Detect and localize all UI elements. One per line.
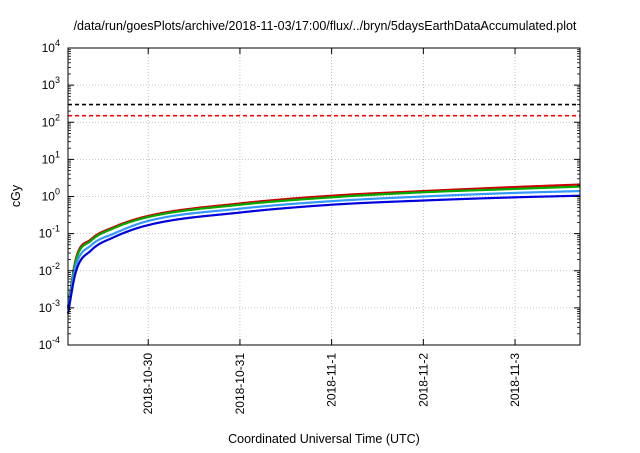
- y-tick-label: 100: [42, 187, 60, 204]
- y-tick-label: 103: [42, 75, 60, 92]
- series-lines: [66, 183, 581, 314]
- y-tick-label: 10-3: [39, 298, 60, 315]
- y-tick-label: 101: [42, 149, 60, 166]
- x-tick-label: 2018-11-2: [416, 353, 430, 407]
- series-line-1: [66, 183, 581, 309]
- y-tick-label: 10-2: [39, 261, 60, 278]
- x-tick-label: 2018-11-1: [325, 353, 339, 407]
- y-tick-label: 104: [42, 38, 60, 55]
- y-axis-label: cGy: [9, 184, 23, 207]
- x-tick-label: 2018-10-31: [233, 353, 247, 415]
- series-line-2: [66, 185, 581, 309]
- ticks: 10-4 10-3 10-2 10-1 100 101 102 103 104 2018-10-3…: [39, 38, 580, 414]
- y-tick-label: 102: [42, 112, 60, 129]
- x-tick-label: 2018-11-3: [508, 353, 522, 407]
- reference-lines: [68, 103, 580, 117]
- x-axis-label: Coordinated Universal Time (UTC): [228, 432, 420, 446]
- y-tick-label: 10-1: [39, 224, 60, 241]
- y-tick-label: 10-4: [39, 335, 60, 352]
- x-tick-label: 2018-10-30: [141, 353, 155, 415]
- series-line-4: [66, 194, 581, 314]
- series-line-3: [66, 189, 581, 310]
- chart-title: /data/run/goesPlots/archive/2018-11-03/1…: [74, 19, 577, 33]
